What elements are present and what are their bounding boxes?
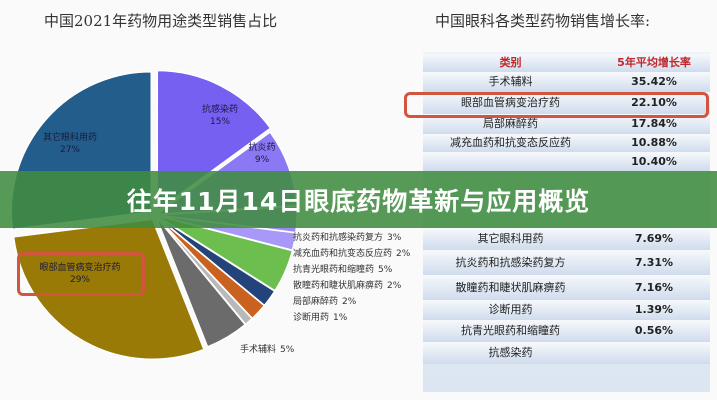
growth-rate-cell: 0.56% — [634, 324, 674, 337]
growth-rate-cell: 1.39% — [634, 303, 674, 316]
category-cell: 减充血药和抗变态反应药 — [450, 136, 571, 149]
pie-chart-title: 中国2021年药物用途类型销售占比 — [44, 12, 278, 30]
category-cell: 类别 — [499, 56, 522, 69]
growth-rate-cell: 35.42% — [631, 75, 677, 88]
category-cell: 散瞳药和睫状肌麻痹药 — [455, 281, 566, 294]
table-row: 减充血药和抗变态反应药 10.88% — [423, 134, 710, 152]
growth-rate-cell: 7.16% — [634, 281, 674, 294]
slice-label: 手术辅料 5% — [240, 343, 295, 355]
category-cell: 其它眼科用药 — [477, 232, 544, 245]
growth-table: 类别 5年平均增长率手术辅料 35.42% 眼部血管病变治疗药 22.10% 局部麻醉药 1… — [423, 52, 710, 392]
category-cell: 眼部血管病变治疗药 — [461, 96, 560, 109]
slice-label: 抗炎药和抗感染药复方 3% — [293, 231, 402, 243]
category-cell: 手术辅料 — [488, 75, 533, 88]
slice-label: 诊断用药 1% — [293, 311, 348, 323]
table-highlight-box — [404, 92, 709, 118]
table-row: 手术辅料 35.42% — [423, 72, 710, 92]
growth-rate-cell: 5年平均增长率 — [617, 56, 691, 69]
table-row: 诊断用药 1.39% — [423, 300, 710, 320]
table-title: 中国眼科各类型药物销售增长率: — [435, 12, 651, 30]
slice-label: 抗炎药 9% — [248, 141, 275, 165]
category-cell: 抗感染药 — [488, 346, 533, 359]
growth-rate-cell: 7.31% — [634, 256, 674, 269]
growth-rate-cell: 10.88% — [631, 136, 677, 149]
pie-slice — [155, 216, 247, 348]
category-cell: 抗炎药和抗感染药复方 — [455, 256, 566, 269]
slice-label: 减充血药和抗变态反应药 2% — [293, 247, 411, 259]
table-row: 眼部血管病变治疗药 22.10% — [423, 92, 710, 114]
category-cell — [423, 152, 598, 171]
slice-label: 局部麻醉药 2% — [293, 295, 357, 307]
category-cell: 抗青光眼药和缩瞳药 — [461, 324, 560, 337]
slice-label: 眼部血管病变治疗药 29% — [39, 261, 120, 285]
headline-banner: 往年11月14日眼底药物革新与应用概览 — [0, 171, 717, 228]
table-header: 类别 5年平均增长率 — [423, 54, 710, 72]
table-row: 10.40% — [423, 152, 710, 171]
headline-text: 往年11月14日眼底药物革新与应用概览 — [126, 186, 591, 216]
growth-rate-cell: 10.40% — [631, 155, 677, 168]
slice-label: 抗青光眼药和缩瞳药 5% — [293, 263, 393, 275]
table-row: 抗感染药 — [423, 342, 710, 364]
pie-highlight-box — [17, 252, 145, 296]
growth-rate-cell: 17.84% — [631, 117, 677, 130]
table-row: 局部麻醉药 17.84% — [423, 114, 710, 134]
category-cell: 诊断用药 — [488, 303, 533, 316]
slice-label: 散瞳药和睫状肌麻痹药 2% — [293, 279, 402, 291]
growth-rate-cell — [598, 342, 710, 364]
table-row: 抗炎药和抗感染药复方 7.31% — [423, 250, 710, 275]
table-row: 散瞳药和睫状肌麻痹药 7.16% — [423, 275, 710, 300]
growth-rate-cell: 7.69% — [634, 232, 674, 245]
growth-rate-cell: 22.10% — [631, 96, 677, 109]
slice-label: 抗感染药 15% — [202, 103, 238, 127]
category-cell: 局部麻醉药 — [483, 117, 538, 130]
table-row: 抗青光眼药和缩瞳药 0.56% — [423, 320, 710, 342]
slice-label: 其它眼科用药 27% — [43, 131, 97, 155]
table-row: 其它眼科用药 7.69% — [423, 228, 710, 250]
